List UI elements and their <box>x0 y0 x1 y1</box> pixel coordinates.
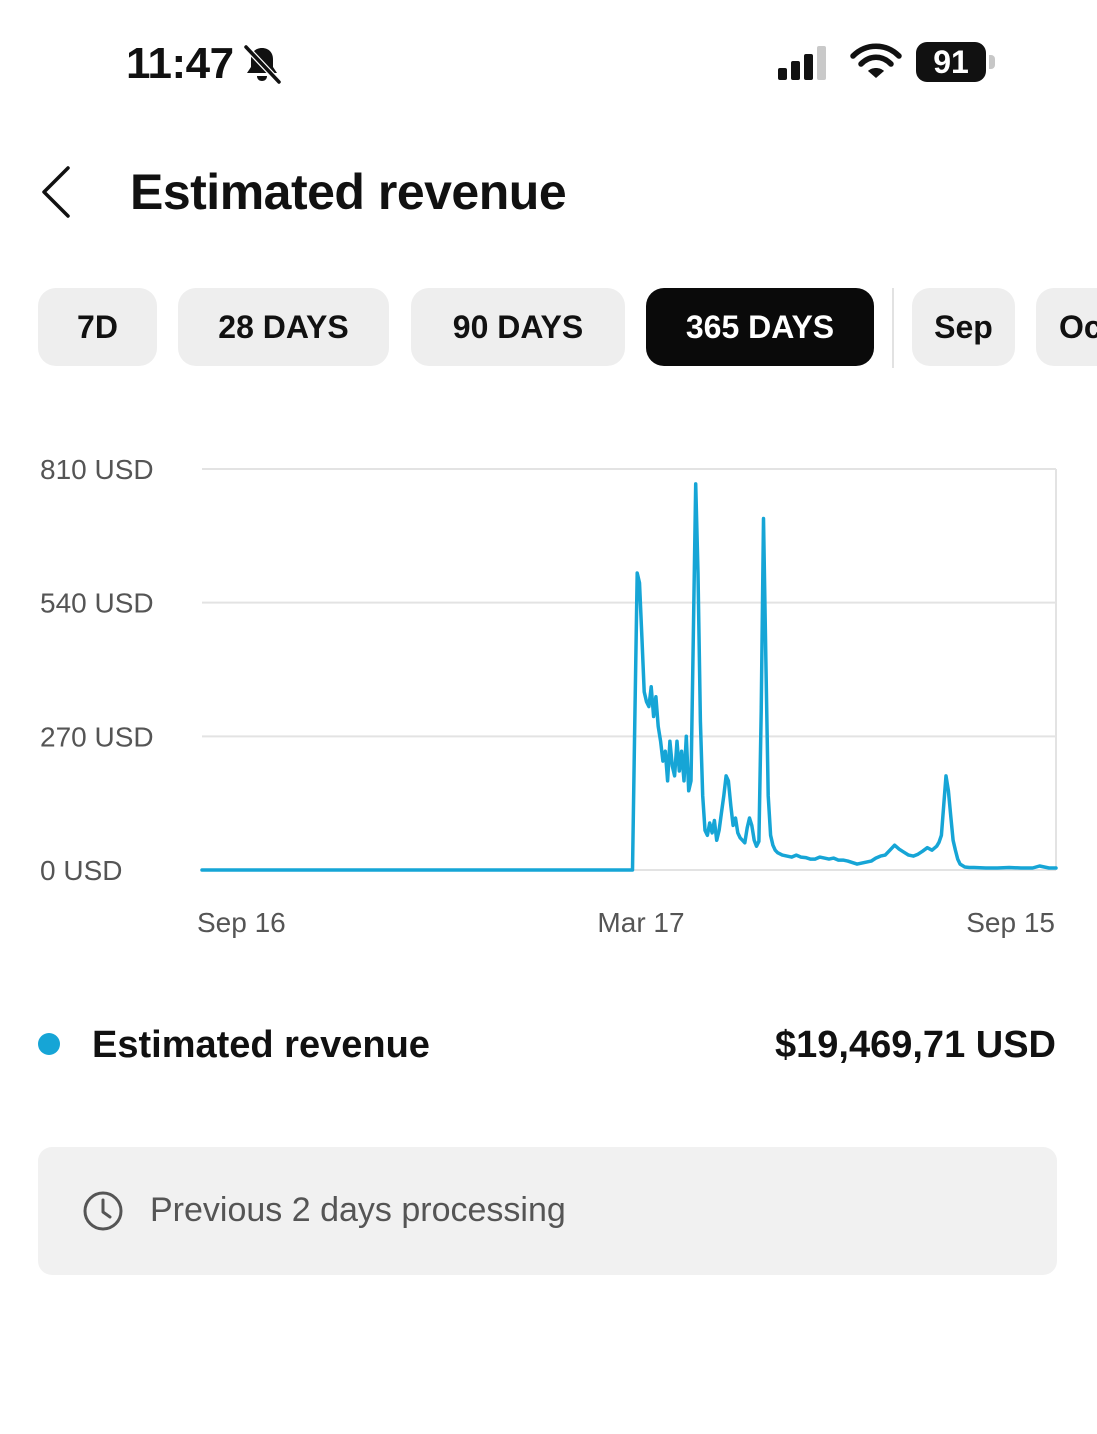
range-pill-sep[interactable]: Sep <box>912 288 1015 366</box>
range-pill-7d[interactable]: 7D <box>38 288 157 366</box>
clock-icon <box>83 1191 123 1231</box>
battery-icon: 91 <box>916 42 998 84</box>
back-button[interactable] <box>30 158 90 228</box>
y-tick-label: 540 USD <box>40 588 154 619</box>
battery-level: 91 <box>916 42 986 82</box>
y-tick-label: 0 USD <box>40 855 122 886</box>
processing-notice: Previous 2 days processing <box>38 1147 1057 1275</box>
x-tick-label: Sep 15 <box>966 907 1055 938</box>
bell-muted-icon <box>243 44 282 85</box>
range-pill-28-days[interactable]: 28 DAYS <box>178 288 389 366</box>
status-time: 11:47 <box>126 39 234 88</box>
notice-text: Previous 2 days processing <box>150 1191 566 1229</box>
x-tick-label: Mar 17 <box>597 907 684 938</box>
legend-label: Estimated revenue <box>92 1024 430 1066</box>
page-title: Estimated revenue <box>130 164 567 220</box>
range-pill-oct[interactable]: Oc <box>1036 288 1097 366</box>
y-axis-labels: 810 USD 540 USD 270 USD 0 USD <box>40 454 154 886</box>
y-tick-label: 270 USD <box>40 721 154 752</box>
range-pill-365-days[interactable]: 365 DAYS <box>646 288 874 366</box>
status-bar: 11:47 91 <box>0 0 1097 130</box>
revenue-chart[interactable]: 810 USD 540 USD 270 USD 0 USD Sep 16 Mar 17 S… <box>0 430 1097 960</box>
battery-cap <box>989 55 995 69</box>
y-tick-label: 810 USD <box>40 454 154 485</box>
x-axis-labels: Sep 16 Mar 17 Sep 15 <box>197 907 1055 938</box>
chevron-left-icon <box>42 166 70 218</box>
wifi-icon <box>850 43 902 78</box>
x-tick-label: Sep 16 <box>197 907 286 938</box>
signal-icon <box>778 46 826 80</box>
revenue-series-line <box>200 482 1058 872</box>
grid-layer <box>202 468 1057 871</box>
range-selector: 7D 28 DAYS 90 DAYS 365 DAYS Sep Oc <box>0 288 1097 368</box>
range-pill-90-days[interactable]: 90 DAYS <box>411 288 625 366</box>
legend-dot <box>38 1033 60 1055</box>
legend-total-value: $19,469,71 USD <box>775 1024 1056 1066</box>
pill-divider <box>892 288 894 368</box>
